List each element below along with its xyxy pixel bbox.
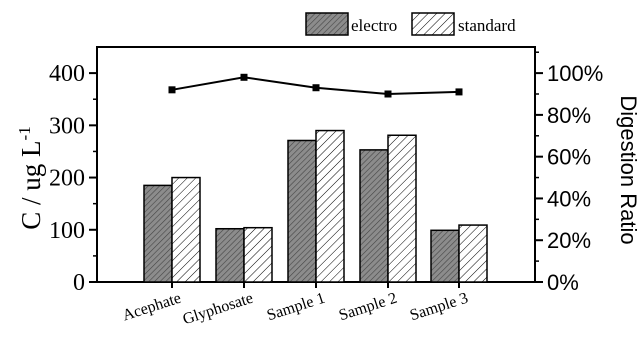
digestion-ratio-line (168, 73, 463, 98)
bar-standard-sample-2 (387, 134, 417, 283)
x-tick-label: Sample 2 (337, 290, 399, 325)
bar-electro-acephate (143, 184, 173, 283)
bar-standard-sample-1 (315, 129, 345, 283)
y2-tick-label: 100% (547, 61, 603, 86)
bar-standard-glyphosate (243, 226, 273, 283)
bar-electro-sample-2 (359, 149, 389, 283)
right-axis: 0% 20% 40% 60% 80% 100% (535, 51, 603, 295)
y-axis-title-superscript: -1 (15, 126, 34, 140)
y2-tick-label: 20% (547, 228, 591, 253)
y-axis-title-text: C / ug L (16, 140, 46, 229)
bar-standard-acephate (171, 176, 201, 283)
y2-tick-label: 80% (547, 103, 591, 128)
legend: electro standard (305, 12, 516, 36)
legend-swatch-electro (305, 12, 349, 36)
x-tick-label: Glyphosate (181, 290, 256, 329)
y-axis-title: C / ug L-1 (15, 126, 46, 229)
ratio-marker-sample-2 (384, 90, 392, 98)
bar-electro-sample-1 (287, 139, 317, 283)
ratio-marker-sample-3 (455, 88, 463, 96)
y-tick-label: 100 (49, 218, 85, 244)
legend-label-electro: electro (351, 16, 397, 35)
bar-electro-sample-3 (430, 229, 460, 283)
x-tick-label: Acephate (121, 290, 184, 325)
x-tick-label: Sample 3 (408, 290, 470, 325)
y-tick-label: 300 (49, 113, 85, 139)
x-tick-label: Sample 1 (265, 290, 327, 325)
legend-swatch-standard (411, 12, 455, 36)
y2-tick-label: 40% (547, 186, 591, 211)
ratio-marker-sample-1 (312, 84, 320, 92)
y-tick-label: 400 (49, 61, 85, 87)
y2-tick-label: 0% (547, 270, 579, 295)
y-tick-label: 200 (49, 166, 85, 192)
bar-standard-sample-3 (458, 224, 488, 283)
y2-axis-title: Digestion Ratio (616, 95, 638, 244)
ratio-marker-glyphosate (240, 73, 248, 81)
y-tick-label: 0 (73, 270, 85, 296)
ratio-marker-acephate (168, 86, 176, 94)
bars (143, 129, 488, 283)
left-axis: 0 100 200 300 400 (49, 61, 97, 296)
legend-label-standard: standard (458, 16, 516, 35)
y2-tick-label: 60% (547, 145, 591, 170)
bar-electro-glyphosate (215, 227, 245, 283)
